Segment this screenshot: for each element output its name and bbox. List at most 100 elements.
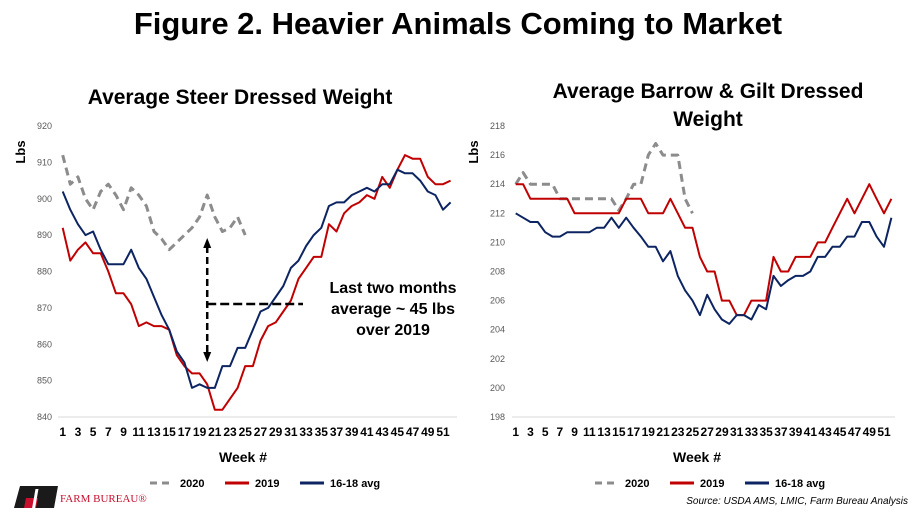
steer-x-tick-label: 31 <box>284 425 298 439</box>
steer-x-tick-label: 47 <box>406 425 420 439</box>
chart-title-hog-line2: Weight <box>673 108 743 131</box>
steer-series-2019 <box>61 154 452 411</box>
hog-x-tick-label: 39 <box>789 425 803 439</box>
hog-x-tick-label: 49 <box>863 425 877 439</box>
steer-legend-label: 2019 <box>255 478 279 490</box>
steer-legend-label: 2020 <box>180 478 204 490</box>
hog-x-tick-label: 11 <box>583 425 596 439</box>
steer-x-tick-label: 51 <box>436 425 450 439</box>
steer-x-tick-label: 21 <box>208 425 222 439</box>
hog-x-tick-label: 5 <box>542 425 549 439</box>
steer-y-tick-label: 840 <box>37 412 52 422</box>
steer-x-tick-label: 43 <box>375 425 389 439</box>
hog-legend-label: 2019 <box>700 478 724 490</box>
steer-x-tick-label: 29 <box>269 425 283 439</box>
hog-x-tick-label: 29 <box>715 425 729 439</box>
hog-x-tick-label: 7 <box>557 425 564 439</box>
steer-x-tick-label: 23 <box>223 425 237 439</box>
steer-x-tick-label: 27 <box>254 425 268 439</box>
steer-y-tick-label: 870 <box>37 303 52 313</box>
steer-x-tick-label: 41 <box>360 425 374 439</box>
steer-x-tick-label: 13 <box>147 425 161 439</box>
steer-x-tick-label: 35 <box>315 425 329 439</box>
steer-x-tick-label: 5 <box>90 425 97 439</box>
steer-y-axis-label: Lbs <box>13 140 28 163</box>
steer-x-tick-label: 17 <box>178 425 192 439</box>
hog-x-tick-label: 47 <box>848 425 862 439</box>
hog-legend-label: 2020 <box>625 478 649 490</box>
steer-y-tick-label: 890 <box>37 230 52 240</box>
hog-x-tick-label: 41 <box>804 425 818 439</box>
annotation-text: Last two months <box>329 280 456 297</box>
arrow-up-icon <box>203 238 212 248</box>
steer-x-tick-label: 1 <box>59 425 66 439</box>
hog-series-2020 <box>514 142 694 214</box>
hog-x-tick-label: 9 <box>571 425 578 439</box>
hog-x-tick-label: 37 <box>774 425 788 439</box>
hog-y-tick-label: 206 <box>490 296 505 306</box>
chart-title-hog: Average Barrow & Gilt Dressed Weight <box>490 78 916 134</box>
hog-legend-label: 16-18 avg <box>775 478 825 490</box>
steer-x-tick-label: 45 <box>391 425 405 439</box>
steer-x-tick-label: 25 <box>239 425 253 439</box>
steer-x-tick-label: 3 <box>75 425 82 439</box>
hog-x-tick-label: 45 <box>833 425 847 439</box>
hog-x-tick-label: 17 <box>627 425 641 439</box>
hog-x-tick-label: 1 <box>512 425 519 439</box>
hog-x-tick-label: 43 <box>818 425 832 439</box>
chart-title-hog-line1: Average Barrow & Gilt Dressed <box>552 80 864 103</box>
hog-y-tick-label: 212 <box>490 208 505 218</box>
steer-y-tick-label: 920 <box>37 121 52 131</box>
hog-series-16-18-avg <box>515 212 893 325</box>
hog-x-tick-label: 27 <box>701 425 715 439</box>
farm-bureau-logo-text: FARM BUREAU® <box>60 493 147 505</box>
steer-x-tick-label: 33 <box>299 425 313 439</box>
steer-series-2020 <box>61 154 247 252</box>
hog-x-tick-label: 31 <box>730 425 744 439</box>
hog-y-axis-label: Lbs <box>466 140 481 163</box>
steer-x-tick-label: 11 <box>132 425 145 439</box>
hog-x-tick-label: 13 <box>597 425 611 439</box>
hog-x-tick-label: 23 <box>671 425 685 439</box>
hog-y-tick-label: 198 <box>490 412 505 422</box>
hog-y-tick-label: 204 <box>490 325 505 335</box>
hog-series-2019 <box>515 183 893 317</box>
hog-x-axis-label: Week # <box>673 449 721 465</box>
steer-legend-label: 16-18 avg <box>330 478 380 490</box>
arrow-down-icon <box>203 352 212 362</box>
hog-y-tick-label: 214 <box>490 179 505 189</box>
hog-y-tick-label: 208 <box>490 267 505 277</box>
hog-y-tick-label: 216 <box>490 150 505 160</box>
steer-y-tick-label: 900 <box>37 194 52 204</box>
hog-y-tick-label: 202 <box>490 354 505 364</box>
steer-x-tick-label: 7 <box>105 425 112 439</box>
steer-y-tick-label: 880 <box>37 267 52 277</box>
steer-x-tick-label: 9 <box>120 425 127 439</box>
steer-x-tick-label: 49 <box>421 425 435 439</box>
hog-x-tick-label: 21 <box>656 425 670 439</box>
hog-y-tick-label: 200 <box>490 383 505 393</box>
hog-x-tick-label: 35 <box>759 425 773 439</box>
steer-x-tick-label: 37 <box>330 425 344 439</box>
source-note: Source: USDA AMS, LMIC, Farm Bureau Anal… <box>686 496 908 507</box>
steer-x-axis-label: Week # <box>219 449 267 465</box>
hog-x-tick-label: 25 <box>686 425 700 439</box>
steer-y-tick-label: 910 <box>37 157 52 167</box>
steer-y-tick-label: 860 <box>37 339 52 349</box>
farm-bureau-logo-icon <box>14 486 58 513</box>
steer-series-16-18-avg <box>61 168 452 389</box>
hog-x-tick-label: 51 <box>877 425 891 439</box>
steer-x-tick-label: 19 <box>193 425 207 439</box>
annotation-text: average ~ 45 lbs <box>331 301 455 318</box>
annotation-text: over 2019 <box>356 322 430 339</box>
hog-x-tick-label: 19 <box>642 425 656 439</box>
hog-x-tick-label: 15 <box>612 425 626 439</box>
chart-title-steer: Average Steer Dressed Weight <box>87 86 393 109</box>
hog-y-tick-label: 210 <box>490 237 505 247</box>
hog-x-tick-label: 3 <box>527 425 534 439</box>
steer-y-tick-label: 850 <box>37 376 52 386</box>
steer-x-tick-label: 39 <box>345 425 359 439</box>
steer-x-tick-label: 15 <box>163 425 177 439</box>
hog-x-tick-label: 33 <box>745 425 759 439</box>
